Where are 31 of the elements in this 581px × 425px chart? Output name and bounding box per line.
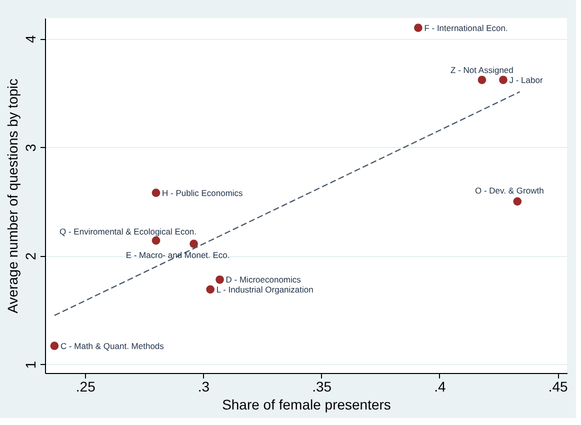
- annotation: E - Macro- and Monet. Eco.: [126, 250, 230, 260]
- annotation: O - Dev. & Growth: [474, 185, 544, 196]
- y-axis-title: Average number of questions by topic: [4, 78, 20, 314]
- y-tick-label: 3: [22, 144, 38, 152]
- y-tick-label: 4: [22, 35, 38, 44]
- point: [414, 24, 422, 32]
- annotation: Q - Enviromental & Ecological Econ.: [60, 226, 197, 237]
- x-tick-label: .3: [198, 378, 210, 394]
- annotation: L - Industrial Organization: [216, 284, 314, 294]
- point: [499, 76, 508, 84]
- y-tick-label: 1: [22, 360, 38, 369]
- x-tick-label: .25: [76, 378, 96, 394]
- y-tick-label: 2: [22, 252, 38, 260]
- point: [152, 236, 160, 245]
- x-tick-label: .4: [434, 378, 446, 394]
- annotation: C - Math & Quant. Methods: [60, 340, 164, 351]
- point: [50, 342, 59, 350]
- annotation: F - International Econ.: [424, 22, 508, 33]
- point: [190, 240, 198, 248]
- point: [206, 285, 215, 294]
- point: [478, 76, 486, 84]
- point: [152, 188, 160, 197]
- annotation: J - Labor: [509, 74, 543, 85]
- annotation: Z - Not Assigned: [450, 64, 514, 75]
- x-tick-label: .45: [548, 378, 568, 394]
- annotation: D - Microeconomics: [226, 274, 301, 285]
- annotation: H - Public Economics: [162, 188, 243, 198]
- point: [513, 197, 522, 206]
- x-tick-label: .35: [312, 378, 332, 394]
- point: [216, 275, 224, 284]
- x-axis-title: Share of female presenters: [222, 396, 391, 412]
